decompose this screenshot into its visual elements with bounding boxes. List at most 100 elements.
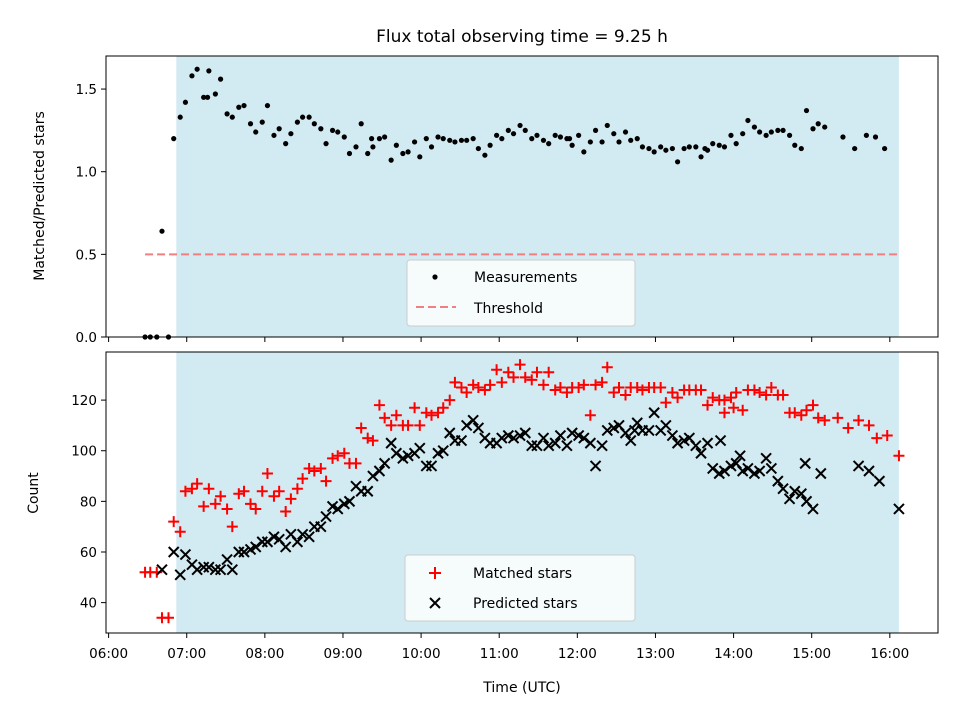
matched-star-point <box>620 389 632 401</box>
matched-star-point <box>760 389 772 401</box>
x-tick-label: 08:00 <box>245 646 284 662</box>
measurement-point <box>276 126 282 132</box>
predicted-star-point <box>777 482 789 495</box>
matched-star-point <box>168 516 180 528</box>
predicted-star-point <box>315 520 327 533</box>
predicted-star-point <box>226 564 239 576</box>
predicted-star-point <box>256 536 268 548</box>
measurement-point <box>592 127 599 133</box>
bottom-y-axis-label: Count <box>26 472 42 514</box>
predicted-star-point <box>343 495 356 508</box>
predicted-star-point <box>542 439 555 452</box>
bottom-y-ticks: 40 60 80 100 120 <box>71 393 106 612</box>
measurement-point <box>470 136 476 142</box>
matched-star-point <box>812 412 824 424</box>
predicted-star-point <box>238 546 250 558</box>
predicted-star-point <box>526 439 538 452</box>
matched-star-point <box>221 503 233 515</box>
matched-star-point <box>636 384 648 396</box>
measurement-point <box>581 149 587 155</box>
matched-star-point <box>315 462 327 474</box>
bottom-panel: 40 60 80 100 120 06:00 07:00 08:00 09:00 10:00 11… <box>26 351 939 696</box>
y-tick-label: 80 <box>80 494 97 510</box>
measurement-point <box>546 141 552 147</box>
predicted-star-point <box>596 439 608 452</box>
matched-star-point <box>273 485 285 497</box>
measurement-point <box>576 132 582 138</box>
matched-star-point <box>613 381 625 393</box>
predicted-star-point <box>852 460 865 472</box>
predicted-star-point <box>815 467 827 480</box>
matched-star-point <box>549 384 561 396</box>
measurement-point <box>253 129 259 135</box>
measurement-point <box>382 134 388 140</box>
top-legend: Measurements Threshold <box>406 259 636 327</box>
matched-star-point <box>496 376 508 388</box>
x-tick-label: 14:00 <box>714 646 753 662</box>
measurement-point <box>599 139 605 145</box>
matched-star-point <box>807 399 819 411</box>
predicted-star-point <box>414 442 426 454</box>
matched-star-point <box>432 407 444 419</box>
matched-star-point <box>893 450 905 462</box>
predicted-star-point <box>174 569 186 581</box>
measurement-point <box>487 142 493 148</box>
measurement-point <box>757 129 763 135</box>
matched-star-point <box>578 379 590 391</box>
chart-title: Flux total observing time = 9.25 h <box>376 27 668 47</box>
matched-star-point <box>390 409 402 421</box>
predicted-star-point <box>460 419 473 432</box>
matched-star-point <box>261 468 273 480</box>
matched-star-point <box>209 498 221 510</box>
matched-star-point <box>695 384 707 396</box>
matched-star-point <box>426 409 438 421</box>
measurement-point <box>815 121 821 127</box>
y-tick-label: 1.0 <box>76 165 97 181</box>
measurement-point <box>247 121 254 127</box>
matched-star-point <box>198 500 210 512</box>
x-axis-label: Time (UTC) <box>482 680 560 696</box>
measurement-point <box>611 131 617 137</box>
matched-star-point <box>332 450 344 462</box>
predicted-star-point <box>643 424 655 437</box>
predicted-star-point <box>742 462 754 475</box>
measurement-point <box>803 107 810 114</box>
measurement-point <box>552 132 558 138</box>
measurement-point <box>204 94 211 100</box>
predicted-star-point <box>362 485 374 497</box>
predicted-star-point <box>578 432 590 444</box>
measurement-point <box>768 129 774 135</box>
x-tick-label: 06:00 <box>89 646 128 662</box>
measurement-point <box>775 127 781 133</box>
matched-star-point <box>543 366 555 378</box>
predicted-star-point <box>472 422 485 434</box>
measurement-point <box>792 142 798 148</box>
measurement-point <box>435 134 441 140</box>
measurement-point <box>740 131 746 137</box>
predicted-star-point <box>671 437 684 449</box>
measurement-point <box>411 139 418 145</box>
matched-star-point <box>437 402 449 414</box>
predicted-star-point <box>214 564 227 576</box>
measurement-point <box>569 142 575 148</box>
measurement-point <box>294 119 300 125</box>
predicted-star-point <box>444 427 456 439</box>
x-tick-label: 09:00 <box>324 646 363 662</box>
predicted-star-point <box>666 429 679 442</box>
matched-star-point <box>795 409 807 421</box>
matched-star-point <box>655 381 667 393</box>
predicted-stars-points <box>156 407 905 581</box>
x-tick-label: 11:00 <box>480 646 519 662</box>
predicted-star-point <box>625 434 637 447</box>
measurement-point <box>171 136 177 142</box>
matched-star-point <box>737 404 749 416</box>
predicted-star-point <box>589 460 602 472</box>
bottom-x-ticks: 06:00 07:00 08:00 09:00 10:00 11:00 12:00 13:00… <box>89 633 909 662</box>
matched-star-point <box>484 379 496 391</box>
matched-star-point <box>226 521 238 533</box>
matched-star-point <box>853 414 865 426</box>
predicted-star-point <box>628 424 641 437</box>
measurement-point <box>440 136 446 142</box>
measurement-point <box>566 136 573 142</box>
predicted-star-point <box>402 450 414 462</box>
